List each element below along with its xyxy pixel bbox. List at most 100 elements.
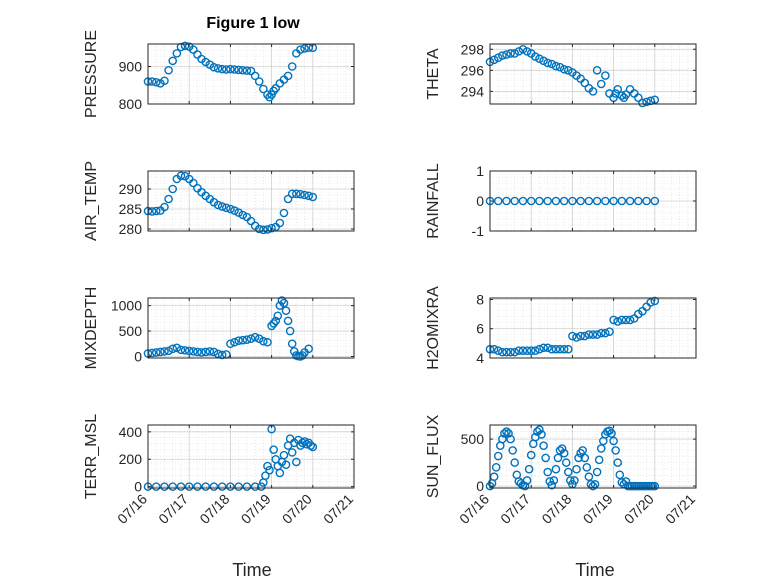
y-tick-label: 8: [476, 291, 484, 307]
data-point: [230, 337, 239, 347]
data-point: [168, 344, 178, 354]
data-point: [189, 347, 198, 356]
data-point: [561, 458, 571, 467]
data-point: [547, 344, 557, 354]
data-point: [287, 62, 297, 71]
x-axis-label-right: Time: [575, 560, 614, 580]
data-point: [193, 50, 202, 59]
y-axis-label: TERR_MSL: [83, 414, 100, 499]
data-point: [617, 315, 627, 325]
data-point: [524, 464, 534, 474]
data-point: [570, 476, 579, 485]
data-point: [549, 476, 559, 485]
data-point: [638, 98, 647, 108]
data-point: [283, 316, 293, 326]
data-point: [151, 206, 161, 216]
axes-box: [489, 424, 697, 489]
data-point: [306, 441, 316, 450]
data-point: [213, 200, 223, 210]
data-point: [230, 65, 239, 74]
data-point: [502, 50, 511, 59]
data-point: [147, 77, 157, 86]
data-point: [491, 463, 501, 472]
data-point: [261, 471, 270, 480]
data-point: [601, 328, 610, 338]
data-point: [168, 56, 178, 66]
data-point: [493, 53, 503, 62]
data-point: [151, 482, 161, 491]
data-point: [601, 196, 610, 206]
data-point: [592, 467, 602, 477]
data-point: [568, 196, 577, 206]
y-axis-label: RAINFALL: [425, 163, 442, 239]
axes-box: [489, 43, 697, 105]
y-tick-label: 280: [119, 221, 143, 237]
data-point: [535, 425, 544, 435]
data-point: [493, 451, 503, 461]
data-point: [238, 210, 248, 220]
y-tick-label: 296: [461, 62, 485, 78]
data-point: [518, 196, 528, 206]
data-point: [250, 482, 260, 491]
data-point: [168, 482, 178, 491]
data-point: [234, 482, 243, 491]
data-point: [617, 478, 627, 487]
data-point: [572, 333, 581, 342]
data-point: [526, 196, 536, 206]
data-point: [576, 196, 585, 206]
y-tick-label: 0: [476, 193, 484, 209]
data-point: [531, 346, 540, 355]
data-point: [168, 184, 178, 194]
data-point: [250, 332, 260, 342]
data-point: [176, 345, 186, 355]
data-point: [156, 347, 165, 357]
data-point: [551, 344, 561, 354]
data-point: [292, 189, 301, 199]
data-point: [226, 339, 235, 349]
data-point: [531, 52, 540, 61]
data-point: [176, 171, 186, 181]
data-point: [242, 66, 252, 75]
data-point: [650, 196, 660, 206]
data-point: [617, 196, 627, 206]
data-point: [543, 196, 552, 206]
data-point: [193, 347, 202, 357]
panel-3: 280 285 290 AIR_TEMP: [83, 161, 355, 241]
data-point: [259, 84, 268, 94]
data-point: [151, 77, 161, 87]
axes-box: [147, 43, 355, 105]
data-point: [506, 347, 515, 357]
data-point: [559, 448, 569, 458]
data-point: [607, 429, 616, 438]
data-point: [201, 347, 210, 357]
x-tick-label: 07/19: [580, 491, 616, 527]
data-point: [535, 344, 544, 354]
data-point: [551, 196, 561, 206]
data-point: [267, 321, 276, 331]
data-point: [621, 90, 631, 99]
data-point: [271, 83, 281, 93]
data-point: [147, 207, 157, 216]
data-point: [308, 192, 318, 202]
data-point: [254, 224, 264, 234]
data-point: [275, 218, 285, 228]
data-point: [555, 62, 565, 72]
data-point: [164, 194, 173, 204]
y-tick-label: 900: [119, 59, 143, 75]
data-point: [576, 331, 585, 341]
y-tick-label: 1: [476, 163, 484, 179]
data-point: [535, 54, 544, 64]
data-point: [160, 482, 169, 491]
y-axis-label: PRESSURE: [83, 30, 100, 118]
data-point: [543, 58, 552, 68]
data-point: [201, 482, 210, 491]
data-point: [539, 343, 548, 353]
axes-box: [489, 297, 697, 359]
data-point: [283, 194, 293, 204]
data-point: [621, 315, 631, 325]
x-tick-label: 07/21: [662, 491, 698, 527]
data-point: [234, 336, 243, 346]
data-point: [543, 343, 552, 353]
data-point: [625, 315, 635, 325]
